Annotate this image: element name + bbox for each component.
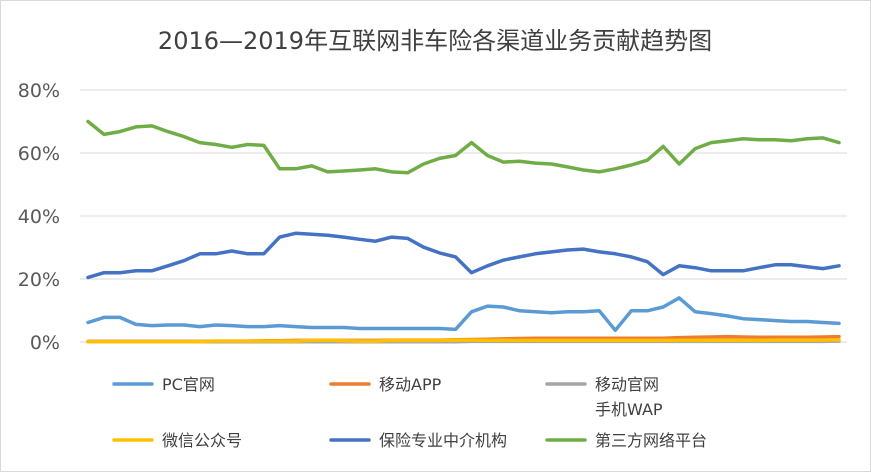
legend-label-1: 移动APP	[379, 375, 442, 394]
legend-label-4: 保险专业中介机构	[379, 431, 507, 450]
series-line-0	[86, 296, 841, 333]
legend-label-5: 第三方网络平台	[595, 431, 707, 450]
y-axis-ticks: 0% 20% 40% 60% 80%	[18, 80, 60, 354]
y-tick-label: 60%	[18, 143, 60, 165]
series-line-3	[86, 338, 841, 344]
series-line-4	[86, 231, 841, 280]
y-tick-label: 0%	[30, 332, 60, 354]
legend-label-3: 微信公众号	[162, 431, 242, 450]
gridlines	[80, 89, 847, 343]
legend-label-2: 手机WAP	[595, 400, 663, 419]
legend-label-0: PC官网	[162, 375, 215, 394]
series-line-5	[86, 119, 841, 175]
legend-label-2: 移动官网	[595, 375, 659, 394]
series-lines	[86, 119, 841, 344]
chart-title: 2016—2019年互联网非车险各渠道业务贡献趋势图	[158, 27, 712, 55]
y-tick-label: 80%	[18, 80, 60, 102]
y-tick-label: 20%	[18, 269, 60, 291]
y-tick-label: 40%	[18, 206, 60, 228]
